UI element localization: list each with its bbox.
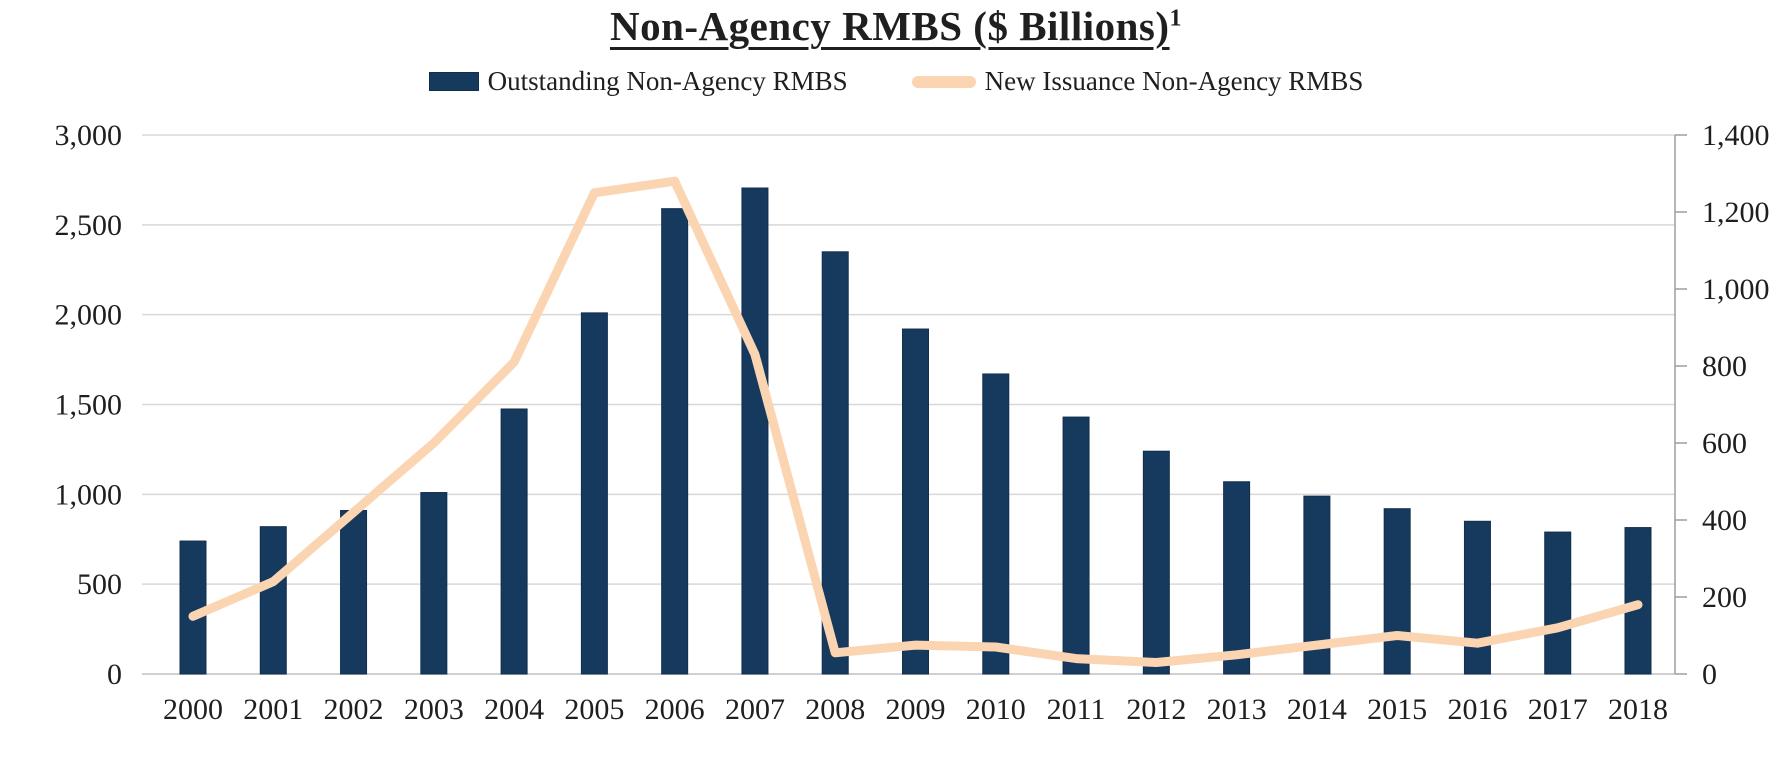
x-axis-label-2009: 2009 [886, 693, 946, 726]
bar-2005 [580, 312, 608, 675]
bar-2010 [982, 373, 1010, 675]
x-axis-label-2008: 2008 [805, 693, 865, 726]
new-issuance-line [188, 176, 1643, 667]
left-axis-label-1,500: 1,500 [55, 389, 123, 422]
chart-title-text: Non-Agency RMBS ($ Billions) [609, 3, 1170, 49]
left-axis-label-0: 0 [107, 658, 122, 691]
left-axis-label-1,000: 1,000 [55, 478, 123, 511]
right-axis-label-1,000: 1,000 [1702, 273, 1770, 306]
bar-2002 [340, 510, 368, 675]
left-axis-label-2,500: 2,500 [55, 209, 123, 242]
bar-2003 [420, 492, 448, 675]
chart-title-footnote-marker: 1 [1169, 5, 1183, 32]
left-axis-label-2,000: 2,000 [55, 299, 123, 332]
left-axis-label-500: 500 [77, 568, 122, 601]
x-axis-label-2018: 2018 [1608, 693, 1668, 726]
x-axis-label-2003: 2003 [404, 693, 464, 726]
bar-2012 [1142, 450, 1170, 675]
right-axis-label-200: 200 [1702, 581, 1747, 614]
legend: Outstanding Non-Agency RMBS New Issuance… [0, 66, 1792, 97]
legend-bar-swatch-icon [428, 72, 479, 91]
bar-2013 [1223, 481, 1251, 675]
x-axis-label-2013: 2013 [1207, 693, 1267, 726]
x-axis-label-2005: 2005 [564, 693, 624, 726]
x-axis-label-2001: 2001 [243, 693, 303, 726]
x-axis-label-2006: 2006 [645, 693, 705, 726]
x-axis-label-2011: 2011 [1047, 693, 1106, 726]
x-axis-label-2007: 2007 [725, 693, 785, 726]
bar-2004 [500, 408, 528, 675]
x-axis-label-2016: 2016 [1447, 693, 1507, 726]
bar-2009 [902, 328, 929, 675]
x-axis-label-2004: 2004 [484, 693, 544, 726]
bar-2011 [1062, 416, 1090, 675]
left-axis-label-3,000: 3,000 [55, 119, 123, 152]
legend-item-new-issuance: New Issuance Non-Agency RMBS [911, 66, 1364, 97]
right-axis-label-400: 400 [1702, 504, 1747, 537]
bar-2016 [1463, 520, 1491, 675]
x-axis-label-2015: 2015 [1367, 693, 1427, 726]
chart-title: Non-Agency RMBS ($ Billions)1 [0, 2, 1792, 50]
right-axis-label-0: 0 [1702, 658, 1717, 691]
x-axis-label-2012: 2012 [1126, 693, 1186, 726]
x-axis-label-2002: 2002 [324, 693, 384, 726]
legend-label-new-issuance: New Issuance Non-Agency RMBS [984, 66, 1364, 96]
legend-label-outstanding: Outstanding Non-Agency RMBS [487, 66, 848, 96]
right-axis-label-1,400: 1,400 [1702, 119, 1770, 152]
legend-item-outstanding: Outstanding Non-Agency RMBS [428, 66, 848, 97]
bar-2007 [741, 187, 769, 675]
right-axis-label-1,200: 1,200 [1702, 196, 1770, 229]
right-axis-label-600: 600 [1702, 427, 1747, 460]
x-axis-label-2000: 2000 [163, 693, 223, 726]
bar-2000 [179, 540, 207, 675]
x-axis-label-2017: 2017 [1528, 693, 1588, 726]
bar-2006 [661, 208, 689, 675]
legend-line-swatch-icon [911, 75, 976, 88]
x-axis-label-2014: 2014 [1287, 693, 1347, 726]
x-axis-label-2010: 2010 [966, 693, 1026, 726]
bar-2017 [1544, 531, 1572, 675]
bar-2001 [259, 526, 287, 675]
bar-2015 [1383, 508, 1411, 675]
right-axis-label-800: 800 [1702, 350, 1747, 383]
